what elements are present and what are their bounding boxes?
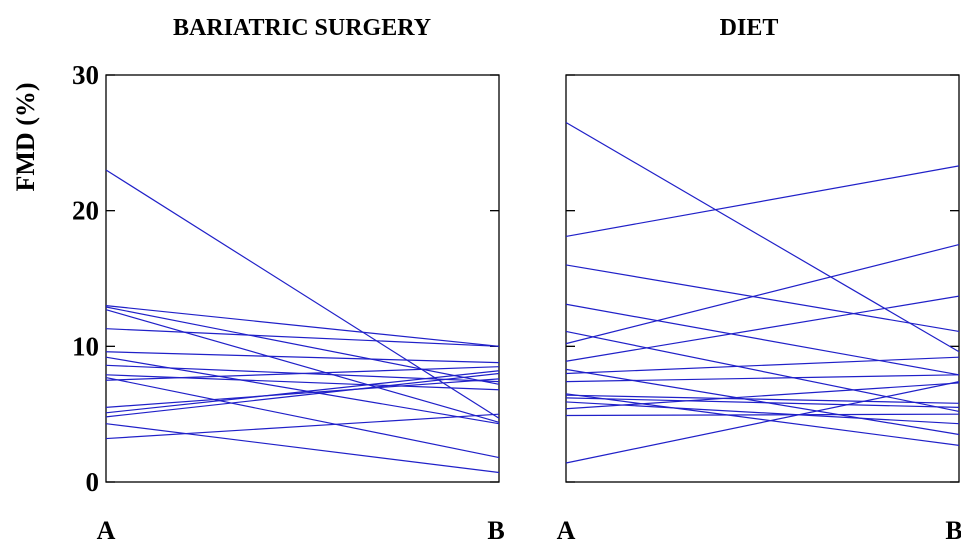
panel-diet: DIET A B	[557, 15, 961, 544]
subject-line-8	[565, 356, 960, 375]
subject-line-13	[105, 370, 500, 414]
x-category-label-A: A	[97, 516, 116, 544]
x-category-label-B: B	[945, 516, 961, 544]
subject-line-9	[105, 374, 500, 391]
subject-line-7	[105, 356, 500, 425]
subject-line-14	[105, 372, 500, 418]
subject-line-11	[105, 366, 500, 381]
subject-line-6	[565, 244, 960, 345]
subject-line-16	[565, 413, 960, 417]
subject-line-9	[565, 374, 960, 383]
subject-line-13	[565, 397, 960, 408]
subject-line-6	[105, 351, 500, 364]
subject-line-1	[105, 169, 500, 419]
y-axis-label: FMD (%)	[11, 82, 40, 191]
subject-line-16	[105, 413, 500, 440]
subject-line-3	[105, 306, 500, 385]
y-tick-label: 30	[72, 60, 99, 90]
plot-frame-diet	[565, 74, 960, 483]
subject-line-1	[565, 121, 960, 353]
subject-line-11	[565, 393, 960, 446]
subject-line-5	[105, 328, 500, 347]
panel-title-diet: DIET	[720, 15, 779, 41]
y-tick-label: 10	[72, 331, 99, 361]
subject-line-3	[565, 264, 960, 333]
y-ticks-bariatric-surgery: 0 10 20 30	[72, 60, 499, 497]
subject-line-2	[565, 165, 960, 238]
subject-line-10	[565, 368, 960, 436]
subject-line-10	[105, 376, 500, 459]
subject-line-12	[565, 394, 960, 404]
subject-line-7	[565, 295, 960, 362]
subject-line-5	[565, 330, 960, 413]
panel-title-bariatric-surgery: BARIATRIC SURGERY	[173, 15, 431, 41]
y-tick-label: 0	[86, 467, 100, 497]
subject-line-12	[105, 378, 500, 408]
x-category-label-A: A	[557, 516, 576, 544]
y-tick-label: 20	[72, 196, 99, 226]
subject-line-2	[105, 305, 500, 347]
series-lines-bariatric-surgery	[105, 169, 500, 474]
series-lines-diet	[565, 121, 960, 464]
subject-line-14	[565, 401, 960, 425]
subject-line-15	[105, 423, 500, 474]
y-ticks-diet	[566, 74, 959, 483]
panel-bariatric-surgery: BARIATRIC SURGERY 0 10 20 30 A B	[72, 15, 505, 544]
subject-line-4	[105, 309, 500, 423]
plot-frame-bariatric-surgery	[105, 74, 500, 483]
subject-line-4	[565, 303, 960, 376]
subject-line-17	[565, 381, 960, 464]
subject-line-15	[565, 382, 960, 410]
x-category-label-B: B	[487, 516, 504, 544]
